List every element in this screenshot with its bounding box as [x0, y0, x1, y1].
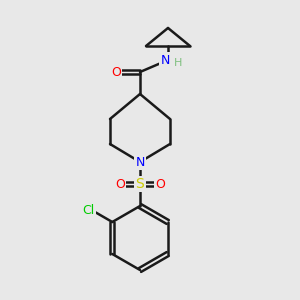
Text: O: O [115, 178, 125, 190]
Text: O: O [111, 65, 121, 79]
Text: N: N [135, 155, 145, 169]
Text: Cl: Cl [82, 203, 94, 217]
Text: O: O [155, 178, 165, 190]
Text: S: S [136, 177, 144, 191]
Text: N: N [160, 53, 170, 67]
Text: H: H [174, 58, 182, 68]
